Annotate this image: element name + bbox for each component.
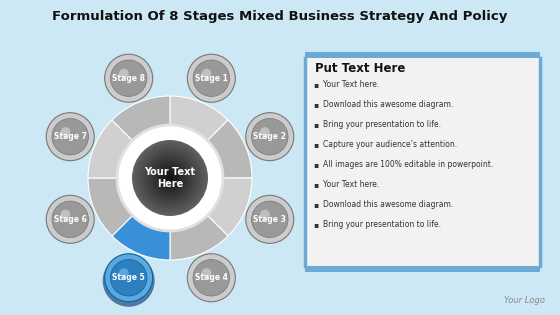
Circle shape	[260, 210, 270, 219]
Circle shape	[251, 201, 288, 238]
Circle shape	[148, 156, 192, 200]
Text: Stage 5: Stage 5	[113, 273, 145, 282]
Text: Stage 7: Stage 7	[54, 132, 87, 141]
Circle shape	[145, 153, 195, 203]
Circle shape	[102, 255, 155, 307]
Circle shape	[146, 154, 194, 202]
Text: ▪: ▪	[313, 160, 318, 169]
Circle shape	[161, 169, 179, 187]
Circle shape	[193, 260, 230, 296]
Text: Stage 2: Stage 2	[253, 132, 286, 141]
Wedge shape	[88, 178, 138, 236]
Circle shape	[138, 146, 202, 209]
Text: Your Text here.: Your Text here.	[323, 80, 379, 89]
Text: Put Text Here: Put Text Here	[315, 62, 405, 75]
Circle shape	[164, 171, 176, 185]
Text: Stage 6: Stage 6	[54, 215, 87, 224]
Bar	[306, 58, 539, 266]
Circle shape	[132, 140, 208, 216]
Circle shape	[119, 268, 129, 278]
Circle shape	[162, 170, 178, 186]
Circle shape	[134, 143, 206, 213]
Text: ▪: ▪	[313, 200, 318, 209]
Text: Bring your presentation to life.: Bring your presentation to life.	[323, 120, 441, 129]
Text: ▪: ▪	[313, 140, 318, 149]
Circle shape	[142, 151, 198, 205]
Circle shape	[202, 69, 211, 78]
Circle shape	[154, 162, 186, 194]
Text: ▪: ▪	[313, 80, 318, 89]
Circle shape	[60, 210, 70, 219]
Circle shape	[246, 113, 294, 161]
Circle shape	[140, 148, 200, 208]
Text: Stage 4: Stage 4	[195, 273, 228, 282]
Wedge shape	[202, 120, 252, 178]
Wedge shape	[112, 96, 170, 146]
Circle shape	[119, 69, 129, 78]
Circle shape	[169, 177, 171, 179]
Circle shape	[202, 268, 211, 278]
Text: ▪: ▪	[313, 180, 318, 189]
Circle shape	[153, 161, 187, 195]
Circle shape	[46, 113, 94, 161]
Text: Formulation Of 8 Stages Mixed Business Strategy And Policy: Formulation Of 8 Stages Mixed Business S…	[52, 10, 508, 23]
Circle shape	[110, 60, 147, 96]
Text: Your Text
Here: Your Text Here	[144, 167, 195, 189]
Circle shape	[152, 160, 188, 196]
Circle shape	[188, 54, 235, 102]
Text: Stage 3: Stage 3	[253, 215, 286, 224]
Circle shape	[144, 152, 196, 204]
Text: Download this awesome diagram.: Download this awesome diagram.	[323, 100, 453, 109]
Circle shape	[141, 149, 199, 207]
Circle shape	[157, 165, 183, 191]
Bar	[305, 52, 540, 58]
Wedge shape	[112, 210, 170, 260]
Circle shape	[246, 195, 294, 243]
Text: Download this awesome diagram.: Download this awesome diagram.	[323, 200, 453, 209]
Text: Your Logo: Your Logo	[504, 296, 545, 305]
Circle shape	[136, 144, 204, 212]
Circle shape	[110, 260, 147, 296]
Circle shape	[166, 174, 174, 182]
Circle shape	[105, 54, 153, 102]
Wedge shape	[170, 210, 228, 260]
Text: ▪: ▪	[313, 100, 318, 109]
Circle shape	[149, 157, 191, 199]
Circle shape	[133, 141, 207, 215]
Circle shape	[160, 168, 180, 188]
Circle shape	[251, 118, 288, 155]
Text: ▪: ▪	[313, 120, 318, 129]
Circle shape	[156, 163, 184, 192]
Circle shape	[52, 201, 88, 238]
Circle shape	[60, 127, 70, 137]
Circle shape	[193, 60, 230, 96]
Circle shape	[46, 195, 94, 243]
Circle shape	[150, 158, 190, 198]
Circle shape	[52, 118, 88, 155]
Circle shape	[260, 127, 270, 137]
Circle shape	[137, 145, 203, 211]
Circle shape	[117, 125, 223, 231]
Text: Your Text here.: Your Text here.	[323, 180, 379, 189]
Text: All images are 100% editable in powerpoint.: All images are 100% editable in powerpoi…	[323, 160, 493, 169]
Bar	[305, 266, 540, 272]
Circle shape	[158, 166, 182, 190]
Wedge shape	[88, 120, 138, 178]
Text: Stage 8: Stage 8	[112, 74, 145, 83]
Text: Stage 1: Stage 1	[195, 74, 228, 83]
Circle shape	[188, 254, 235, 302]
Circle shape	[165, 173, 175, 183]
Text: Bring your presentation to life.: Bring your presentation to life.	[323, 220, 441, 229]
Circle shape	[167, 175, 172, 180]
Wedge shape	[202, 178, 252, 236]
Text: ▪: ▪	[313, 220, 318, 229]
Text: Capture your audience’s attention.: Capture your audience’s attention.	[323, 140, 457, 149]
Wedge shape	[170, 96, 228, 146]
Circle shape	[105, 254, 153, 302]
